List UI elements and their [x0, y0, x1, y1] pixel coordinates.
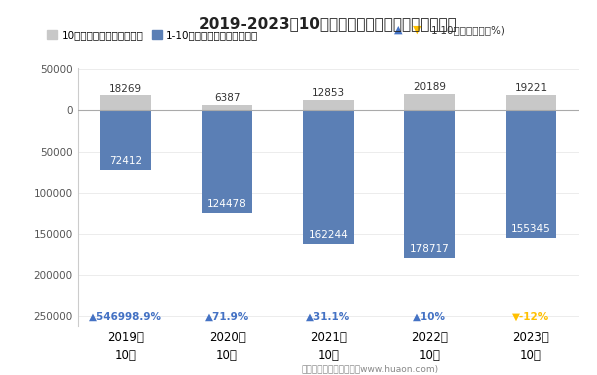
Text: 178717: 178717	[410, 243, 450, 254]
Text: ▲10%: ▲10%	[413, 311, 446, 321]
Bar	[303, 100, 353, 110]
Text: ▲: ▲	[393, 25, 402, 35]
Legend: 10月进出口总额（万美元）, 1-10月进出口总额（万美元）: 10月进出口总额（万美元）, 1-10月进出口总额（万美元）	[43, 26, 263, 45]
Text: ▼: ▼	[413, 25, 421, 35]
Bar	[506, 94, 556, 110]
Text: ▲71.9%: ▲71.9%	[205, 311, 249, 321]
Text: 72412: 72412	[109, 156, 142, 166]
Text: 1-10月同比增速（%): 1-10月同比增速（%)	[431, 25, 506, 35]
Text: 12853: 12853	[312, 88, 345, 98]
Title: 2019-2023年10月重庆江津综合保税区进出口总额: 2019-2023年10月重庆江津综合保税区进出口总额	[199, 16, 458, 32]
Text: ▲31.1%: ▲31.1%	[306, 311, 350, 321]
Text: 162244: 162244	[309, 230, 348, 240]
Bar	[404, 94, 455, 110]
Bar	[100, 95, 151, 110]
Bar	[404, 110, 455, 258]
Bar	[303, 110, 353, 244]
Text: 155345: 155345	[511, 224, 551, 234]
Text: 19221: 19221	[515, 83, 547, 93]
Text: 124478: 124478	[207, 199, 247, 209]
Bar	[202, 110, 253, 213]
Bar	[506, 110, 556, 238]
Text: 制图：华经产业研究院（www.huaon.com): 制图：华经产业研究院（www.huaon.com)	[301, 364, 439, 373]
Text: 6387: 6387	[214, 93, 240, 104]
Text: 18269: 18269	[109, 84, 142, 94]
Text: ▲546998.9%: ▲546998.9%	[89, 311, 162, 321]
Text: 20189: 20189	[413, 82, 446, 92]
Bar	[202, 105, 253, 110]
Bar	[100, 110, 151, 170]
Text: ▼-12%: ▼-12%	[512, 311, 550, 321]
